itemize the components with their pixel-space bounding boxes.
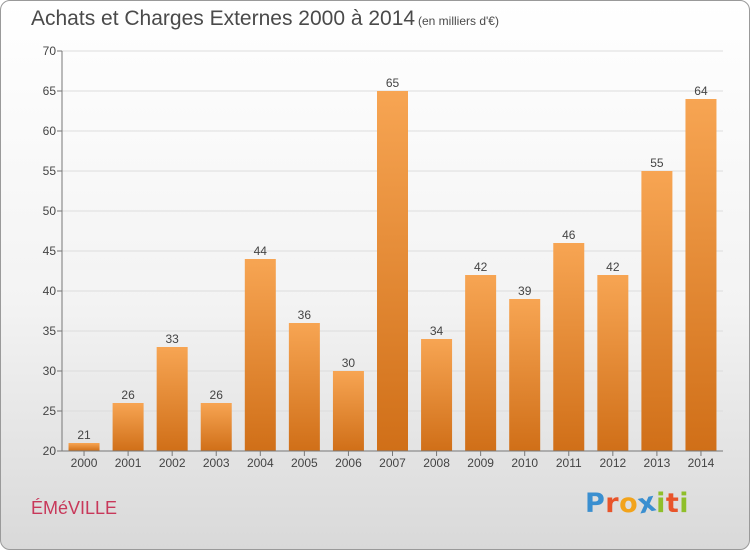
y-tick-label: 70 bbox=[43, 44, 57, 58]
data-label: 21 bbox=[77, 428, 91, 442]
bars bbox=[68, 91, 717, 451]
data-label: 30 bbox=[342, 356, 356, 370]
data-labels: 21 26 33 26 44 36 30 65 34 42 39 46 42 55 64 bbox=[77, 76, 708, 442]
y-tick-label: 50 bbox=[43, 204, 57, 218]
logo-letter: i bbox=[656, 488, 666, 519]
y-tick-label: 40 bbox=[43, 284, 57, 298]
y-tick-label: 30 bbox=[43, 364, 57, 378]
x-tick-label: 2002 bbox=[159, 456, 186, 470]
bar bbox=[68, 443, 100, 451]
y-tick-label: 65 bbox=[43, 84, 57, 98]
x-tick-label: 2004 bbox=[247, 456, 274, 470]
data-label: 36 bbox=[298, 308, 312, 322]
x-tick-label: 2009 bbox=[467, 456, 494, 470]
data-label: 65 bbox=[386, 76, 400, 90]
x-tick-label: 2007 bbox=[379, 456, 406, 470]
bar bbox=[156, 347, 188, 451]
data-label: 34 bbox=[430, 324, 444, 338]
y-tick-label: 60 bbox=[43, 124, 57, 138]
x-tick-label: 2010 bbox=[511, 456, 538, 470]
data-label: 55 bbox=[650, 156, 664, 170]
axes: 20 25 30 35 40 45 50 55 60 65 70 2000 2001 2002 2003 20… bbox=[43, 44, 723, 470]
logo-letter: r bbox=[605, 488, 620, 519]
logo-letter: P bbox=[585, 488, 606, 519]
data-label: 26 bbox=[121, 388, 135, 402]
data-label: 42 bbox=[474, 260, 488, 274]
bar bbox=[332, 371, 364, 451]
y-tick-label: 45 bbox=[43, 244, 57, 258]
y-tick-label: 55 bbox=[43, 164, 57, 178]
commune-name: ÉMéVILLE bbox=[31, 498, 118, 518]
data-label: 44 bbox=[254, 244, 268, 258]
bar bbox=[509, 299, 541, 451]
x-tick-label: 2003 bbox=[203, 456, 230, 470]
x-tick-label: 2005 bbox=[291, 456, 318, 470]
y-tick-label: 25 bbox=[43, 404, 57, 418]
x-tick-label: 2014 bbox=[688, 456, 715, 470]
x-tick-label: 2013 bbox=[644, 456, 671, 470]
proxiti-logo: Proxiti bbox=[585, 486, 690, 520]
x-tick-label: 2001 bbox=[115, 456, 142, 470]
data-label: 39 bbox=[518, 284, 532, 298]
data-label: 33 bbox=[165, 332, 179, 346]
bar bbox=[112, 403, 144, 451]
chart-subtitle: (en milliers d'€) bbox=[418, 14, 499, 28]
x-tick-label: 2008 bbox=[423, 456, 450, 470]
bar bbox=[421, 339, 453, 451]
logo-letter: o bbox=[619, 488, 639, 519]
bar bbox=[597, 275, 629, 451]
data-label: 46 bbox=[562, 228, 576, 242]
logo-letter: i bbox=[679, 488, 690, 519]
bar bbox=[200, 403, 232, 451]
x-tick-label: 2011 bbox=[556, 456, 582, 470]
x-tick-label: 2006 bbox=[335, 456, 362, 470]
bar bbox=[685, 99, 717, 451]
bar bbox=[641, 171, 673, 451]
bar bbox=[377, 91, 408, 451]
logo-letter: t bbox=[665, 488, 680, 519]
bar bbox=[553, 243, 585, 451]
chart-title: Achats et Charges Externes 2000 à 2014 bbox=[31, 7, 416, 30]
y-tick-label: 20 bbox=[43, 444, 57, 458]
x-tick-label: 2012 bbox=[599, 456, 626, 470]
data-label: 26 bbox=[210, 388, 224, 402]
data-label: 42 bbox=[606, 260, 620, 274]
bar bbox=[244, 259, 276, 451]
y-tick-label: 35 bbox=[43, 324, 57, 338]
x-tick-label: 2000 bbox=[71, 456, 98, 470]
bar bbox=[288, 323, 320, 451]
data-label: 64 bbox=[694, 84, 708, 98]
bar bbox=[465, 275, 497, 451]
